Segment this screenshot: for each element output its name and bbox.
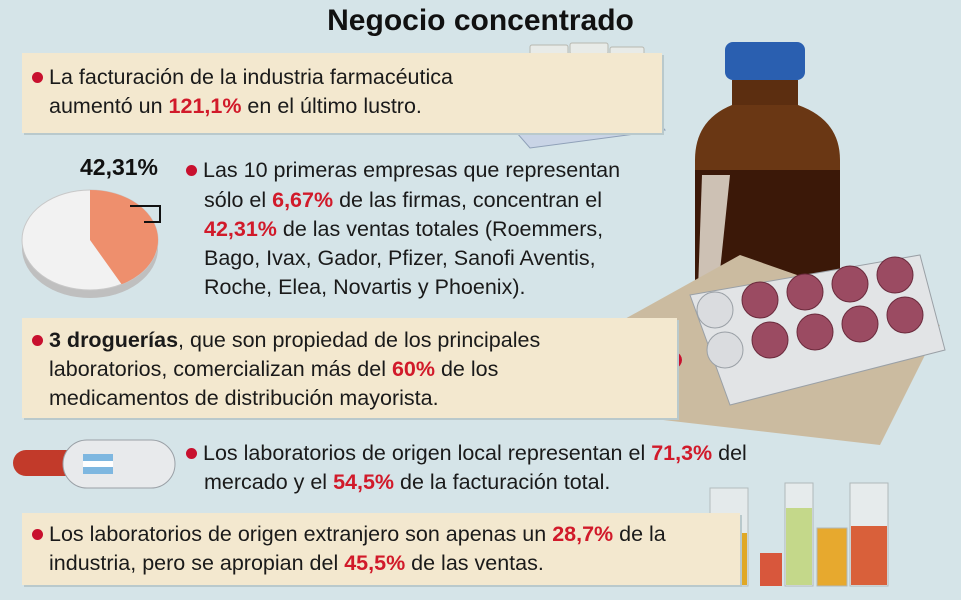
bullet-icon <box>32 72 43 83</box>
test-tubes-icon <box>709 482 889 587</box>
fact-box-1 <box>22 53 662 133</box>
bullet-icon <box>186 448 197 459</box>
fact-5-line-2: industria, pero se apropian del 45,5% de… <box>49 551 544 575</box>
fact-2-line-1: Las 10 primeras empresas que representan <box>186 156 620 185</box>
fact-1-line-2: aumentó un 121,1% en el último lustro. <box>49 94 422 118</box>
bullet-icon <box>32 529 43 540</box>
pie-slice-highlight <box>90 190 158 285</box>
pie-chart <box>21 189 161 298</box>
fact-3-line-1: 3 droguerías, que son propiedad de los p… <box>32 326 540 355</box>
capsule-icon <box>13 439 176 489</box>
fact-2-line-5: Roche, Elea, Novartis y Phoenix). <box>204 275 526 299</box>
fact-2-line-3: 42,31% de las ventas totales (Roemmers, <box>204 217 604 241</box>
fact-box-5 <box>22 513 740 585</box>
fact-2-line-2: sólo el 6,67% de las firmas, concentran … <box>204 188 602 212</box>
fact-2-line-4: Bago, Ivax, Gador, Pfizer, Sanofi Aventi… <box>204 246 596 270</box>
fact-1-line-1: La facturación de la industria farmacéut… <box>32 63 453 92</box>
fact-5-line-1: Los laboratorios de origen extranjero so… <box>32 520 666 549</box>
pie-percent-label: 42,31% <box>80 154 159 180</box>
fact-box-3 <box>22 318 677 418</box>
bullet-icon <box>32 335 43 346</box>
fact-4-line-2: mercado y el 54,5% de la facturación tot… <box>204 470 611 494</box>
fact-3-line-2: laboratorios, comercializan más del 60% … <box>49 357 499 381</box>
bullet-icon <box>186 165 197 176</box>
fact-3-line-3: medicamentos de distribución mayorista. <box>49 386 439 410</box>
fact-4-line-1: Los laboratorios de origen local represe… <box>186 439 747 468</box>
page-title: Negocio concentrado <box>327 4 634 37</box>
